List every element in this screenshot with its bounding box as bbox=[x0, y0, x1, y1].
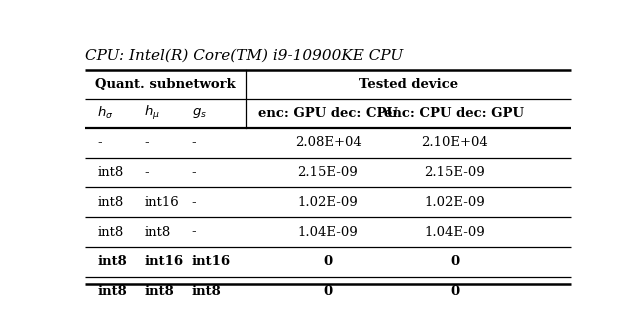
Text: 1.02E-09: 1.02E-09 bbox=[424, 196, 485, 209]
Text: 0: 0 bbox=[450, 256, 459, 268]
Text: 2.08E+04: 2.08E+04 bbox=[294, 136, 362, 149]
Text: int16: int16 bbox=[145, 196, 179, 209]
Text: 1.04E-09: 1.04E-09 bbox=[298, 226, 358, 238]
Text: 2.15E-09: 2.15E-09 bbox=[424, 166, 485, 179]
Text: $h_{\sigma}$: $h_{\sigma}$ bbox=[97, 105, 114, 121]
Text: int8: int8 bbox=[97, 166, 124, 179]
Text: int8: int8 bbox=[191, 285, 221, 298]
Text: 2.15E-09: 2.15E-09 bbox=[298, 166, 358, 179]
Text: Quant. subnetwork: Quant. subnetwork bbox=[95, 78, 236, 91]
Text: int16: int16 bbox=[191, 256, 231, 268]
Text: int8: int8 bbox=[97, 256, 127, 268]
Text: $g_{s}$: $g_{s}$ bbox=[191, 106, 207, 120]
Text: 1.02E-09: 1.02E-09 bbox=[298, 196, 358, 209]
Text: -: - bbox=[191, 196, 196, 209]
Text: int8: int8 bbox=[145, 285, 174, 298]
Text: 0: 0 bbox=[323, 256, 333, 268]
Text: CPU: Intel(R) Core(TM) i9-10900KE CPU: CPU: Intel(R) Core(TM) i9-10900KE CPU bbox=[85, 48, 403, 62]
Text: -: - bbox=[145, 136, 149, 149]
Text: -: - bbox=[97, 136, 102, 149]
Text: int8: int8 bbox=[145, 226, 171, 238]
Text: 0: 0 bbox=[450, 285, 459, 298]
Text: $h_{\mu}$: $h_{\mu}$ bbox=[145, 104, 161, 122]
Text: -: - bbox=[191, 166, 196, 179]
Text: 0: 0 bbox=[323, 285, 333, 298]
Text: 1.04E-09: 1.04E-09 bbox=[424, 226, 485, 238]
Text: int8: int8 bbox=[97, 196, 124, 209]
Text: Tested device: Tested device bbox=[359, 78, 458, 91]
Text: enc: CPU dec: GPU: enc: CPU dec: GPU bbox=[385, 107, 525, 120]
Text: -: - bbox=[191, 136, 196, 149]
Text: 2.10E+04: 2.10E+04 bbox=[421, 136, 488, 149]
Text: -: - bbox=[145, 166, 149, 179]
Text: int8: int8 bbox=[97, 285, 127, 298]
Text: int8: int8 bbox=[97, 226, 124, 238]
Text: enc: GPU dec: CPU: enc: GPU dec: CPU bbox=[258, 107, 398, 120]
Text: int16: int16 bbox=[145, 256, 184, 268]
Text: -: - bbox=[191, 226, 196, 238]
